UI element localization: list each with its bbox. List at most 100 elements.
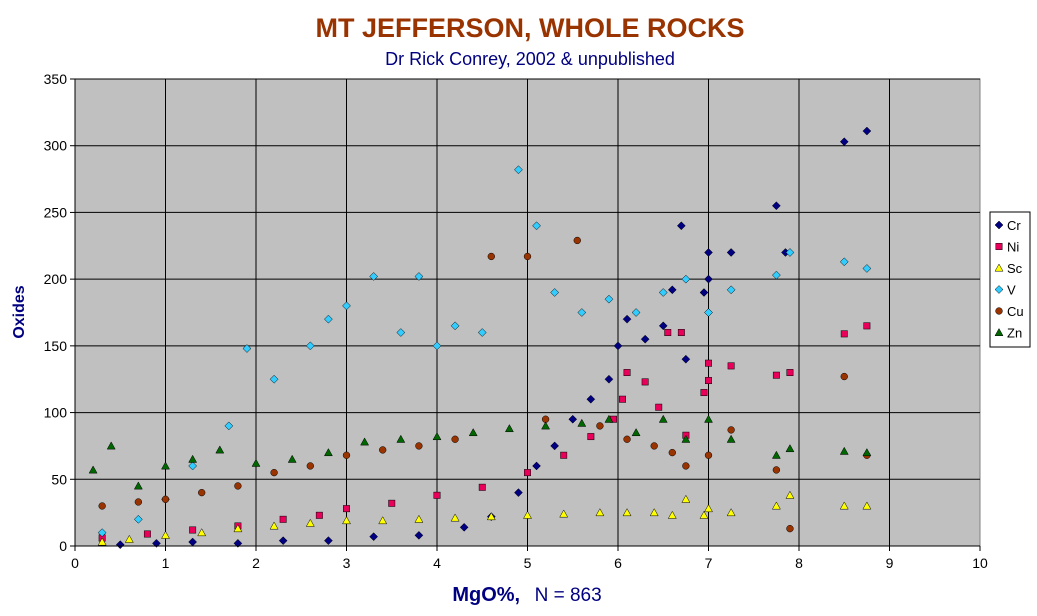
series-cr: [115, 126, 872, 550]
data-point: [414, 272, 424, 281]
data-point: [133, 514, 143, 524]
data-point: [596, 422, 604, 430]
data-point: [862, 501, 872, 510]
data-point: [161, 530, 170, 539]
data-point: [994, 285, 1004, 294]
data-point: [432, 341, 442, 351]
data-point: [681, 494, 691, 503]
data-point: [323, 448, 333, 457]
y-tick-label: 150: [44, 338, 68, 354]
data-point: [560, 451, 568, 459]
data-point: [133, 481, 143, 490]
data-point: [550, 441, 560, 451]
data-point: [450, 513, 460, 522]
data-point: [487, 252, 495, 261]
data-point: [650, 442, 658, 450]
data-point: [269, 521, 279, 530]
data-point: [604, 294, 614, 304]
data-point: [161, 495, 170, 503]
legend-label: Zn: [1007, 326, 1022, 341]
data-point: [994, 263, 1004, 272]
legend-box: [989, 211, 1031, 348]
data-point: [414, 530, 424, 540]
data-point: [143, 530, 151, 538]
series-v: [97, 165, 872, 538]
data-point: [305, 341, 315, 351]
y-axis-label: Oxides: [11, 285, 28, 338]
data-point: [97, 537, 107, 546]
x-tick-label: 2: [252, 555, 260, 571]
sample-count-label: N = 863: [535, 585, 602, 606]
data-point: [270, 468, 278, 477]
data-point: [641, 378, 649, 386]
data-point: [573, 236, 581, 245]
data-point: [369, 532, 379, 542]
data-point: [595, 508, 605, 517]
data-point: [631, 308, 641, 317]
x-tick-label: 5: [524, 555, 532, 571]
data-point: [704, 248, 713, 257]
data-point: [433, 491, 441, 499]
data-point: [306, 462, 314, 470]
data-point: [577, 418, 587, 427]
data-point: [477, 328, 487, 337]
legend-label: Cu: [1007, 304, 1024, 319]
data-point: [468, 428, 478, 437]
x-tick-label: 8: [795, 555, 803, 571]
data-point: [658, 414, 668, 423]
data-point: [532, 461, 541, 471]
x-tick-label: 7: [705, 555, 713, 571]
data-point: [388, 499, 396, 507]
data-point: [699, 288, 709, 297]
data-point: [726, 434, 736, 443]
data-point: [640, 334, 650, 344]
data-point: [772, 466, 781, 474]
data-point: [994, 327, 1004, 336]
data-point: [315, 511, 323, 519]
data-point: [559, 509, 569, 518]
data-point: [514, 488, 523, 497]
chart-subtitle: Dr Rick Conrey, 2002 & unpublished: [385, 49, 675, 69]
data-point: [649, 508, 659, 517]
data-point: [655, 403, 663, 411]
data-point: [771, 501, 781, 510]
data-point: [771, 450, 781, 459]
data-point: [523, 510, 532, 519]
y-tick-label: 0: [59, 538, 67, 554]
data-point: [369, 272, 379, 281]
data-point: [840, 372, 848, 381]
y-tick-label: 250: [44, 204, 68, 220]
data-point: [705, 359, 712, 367]
data-point: [360, 437, 370, 446]
data-point: [342, 516, 351, 525]
data-point: [995, 243, 1003, 250]
data-point: [451, 435, 459, 443]
data-point: [115, 540, 125, 550]
data-point: [682, 462, 690, 470]
data-point: [587, 433, 595, 441]
data-point: [478, 483, 486, 491]
series-zn: [88, 414, 872, 490]
data-point: [704, 308, 713, 317]
data-point: [772, 270, 781, 280]
data-point: [577, 308, 587, 317]
data-point: [432, 432, 442, 441]
data-point: [343, 505, 350, 513]
data-point: [224, 421, 234, 431]
legend: Cr Ni Sc V Cu Zn: [989, 211, 1031, 348]
data-point: [98, 502, 106, 510]
data-point: [378, 516, 388, 525]
data-point: [772, 371, 780, 379]
data-point: [681, 434, 691, 443]
data-point: [415, 442, 423, 450]
data-point: [251, 458, 261, 467]
data-point: [342, 451, 351, 459]
data-point: [197, 528, 207, 537]
data-point: [623, 435, 631, 443]
data-point: [786, 525, 794, 533]
legend-label: V: [1007, 283, 1016, 298]
x-tick-label: 0: [71, 555, 79, 571]
data-point: [785, 490, 795, 499]
legend-label: Ni: [1007, 240, 1019, 255]
